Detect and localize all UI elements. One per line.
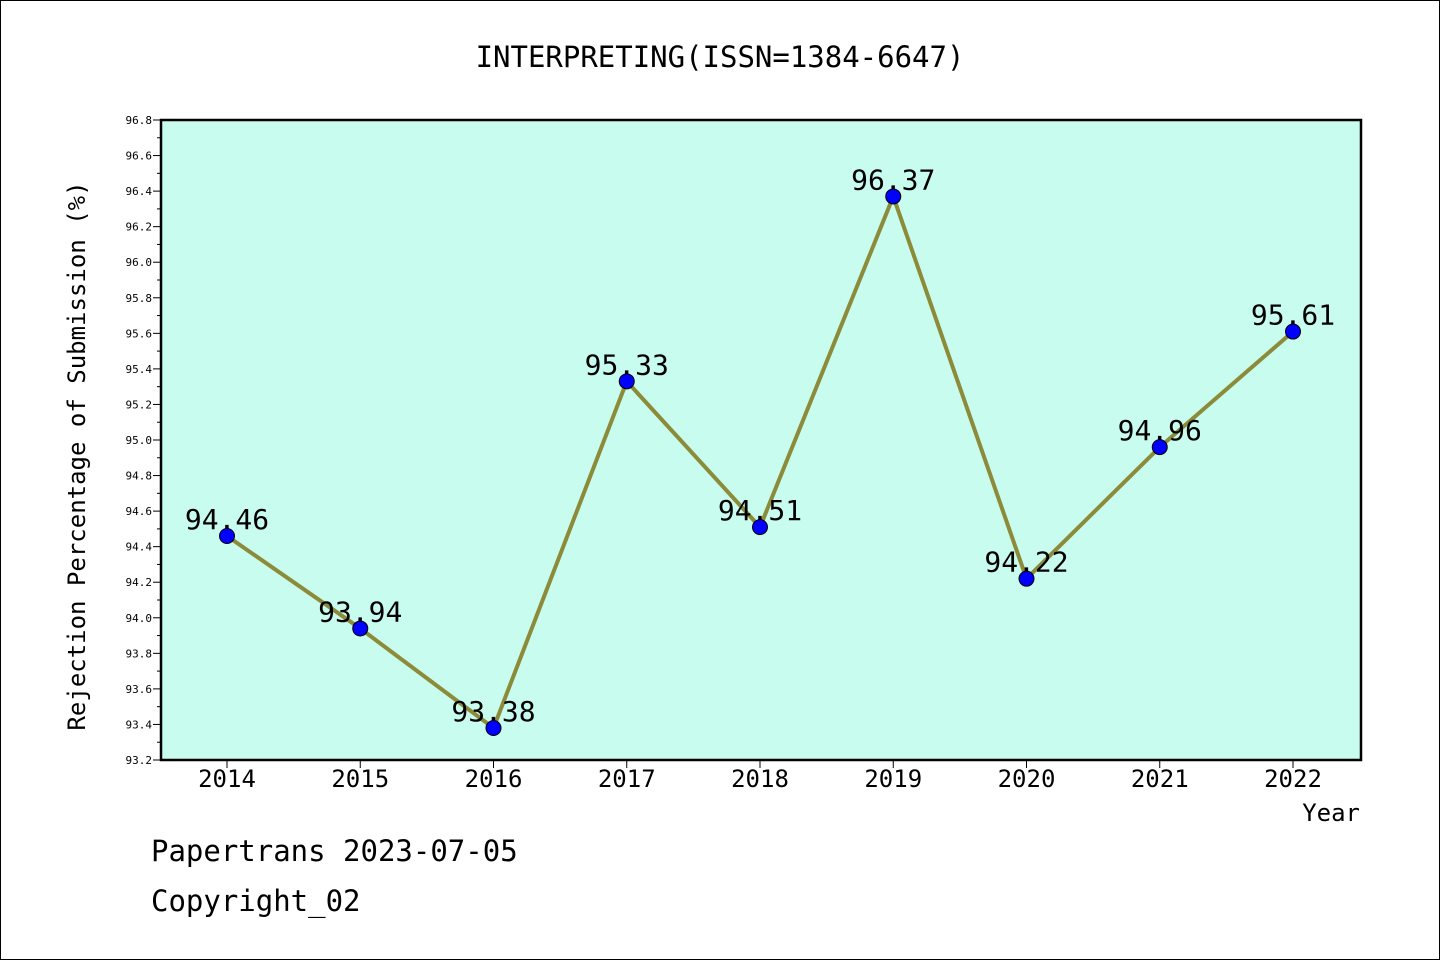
y-tick-label: 93.2 bbox=[126, 754, 153, 767]
data-label: 95.33 bbox=[585, 348, 669, 381]
y-tick-label: 94.2 bbox=[126, 576, 153, 589]
footer-date: Papertrans 2023-07-05 bbox=[151, 834, 518, 868]
y-tick-label: 93.8 bbox=[126, 647, 153, 660]
x-tick-label: 2018 bbox=[731, 765, 789, 793]
y-tick-label: 94.8 bbox=[126, 470, 153, 483]
data-label: 94.51 bbox=[718, 494, 802, 527]
data-point bbox=[885, 188, 902, 205]
x-tick-label: 2015 bbox=[331, 765, 389, 793]
x-tick-label: 2014 bbox=[198, 765, 256, 793]
y-axis-label: Rejection Percentage of Submission (%) bbox=[63, 181, 91, 730]
data-label: 94.96 bbox=[1118, 414, 1202, 447]
x-tick-label: 2016 bbox=[465, 765, 523, 793]
data-label: 94.46 bbox=[185, 503, 269, 536]
x-tick-label: 2017 bbox=[598, 765, 656, 793]
y-tick-label: 96.4 bbox=[126, 185, 153, 198]
y-tick-label: 93.6 bbox=[126, 683, 153, 696]
data-label: 94.22 bbox=[984, 546, 1068, 579]
data-point bbox=[1018, 570, 1035, 587]
y-tick-label: 95.0 bbox=[126, 434, 153, 447]
y-tick-label: 95.6 bbox=[126, 327, 153, 340]
y-tick-label: 95.2 bbox=[126, 398, 153, 411]
y-tick-label: 95.4 bbox=[126, 363, 153, 376]
data-point bbox=[752, 519, 768, 536]
y-tick-label: 96.2 bbox=[126, 221, 153, 234]
data-point bbox=[352, 620, 369, 637]
data-label: 93.38 bbox=[451, 695, 535, 728]
x-axis: 2014 2015 2016 2017 2018 2019 2020 2021 2022 bbox=[198, 760, 1322, 793]
y-tick-label: 94.6 bbox=[126, 505, 153, 518]
y-tick-label: 93.4 bbox=[126, 718, 153, 731]
data-point bbox=[485, 720, 502, 736]
y-tick-label: 94.4 bbox=[126, 541, 153, 554]
x-tick-label: 2019 bbox=[864, 765, 922, 793]
series-line-group: 94.46 93.94 93.38 95.33 94.51 96.37 94.22 94.96… bbox=[185, 163, 1335, 736]
data-point bbox=[618, 373, 635, 390]
y-tick-label: 94.0 bbox=[126, 612, 153, 625]
y-axis: 93.2 93.4 93.6 93.8 94.0 94.2 94.4 94.6 94.8 95.0… bbox=[126, 114, 161, 767]
data-point bbox=[219, 528, 235, 544]
data-label: 96.37 bbox=[851, 163, 935, 196]
y-tick-label: 96.0 bbox=[126, 256, 153, 269]
y-tick-label: 95.8 bbox=[126, 292, 153, 305]
chart-title: INTERPRETING(ISSN=1384-6647) bbox=[476, 40, 965, 74]
x-tick-label: 2021 bbox=[1131, 765, 1189, 793]
data-label: 95.61 bbox=[1251, 299, 1335, 332]
data-point bbox=[1285, 323, 1301, 340]
data-point bbox=[1151, 439, 1168, 456]
y-tick-label: 96.6 bbox=[126, 150, 153, 163]
data-label: 93.94 bbox=[318, 595, 402, 628]
y-tick-label: 96.8 bbox=[126, 114, 153, 127]
x-axis-label: Year bbox=[1302, 799, 1360, 827]
x-tick-label: 2022 bbox=[1264, 765, 1322, 793]
footer-copyright: Copyright_02 bbox=[151, 884, 361, 918]
x-tick-label: 2020 bbox=[998, 765, 1056, 793]
